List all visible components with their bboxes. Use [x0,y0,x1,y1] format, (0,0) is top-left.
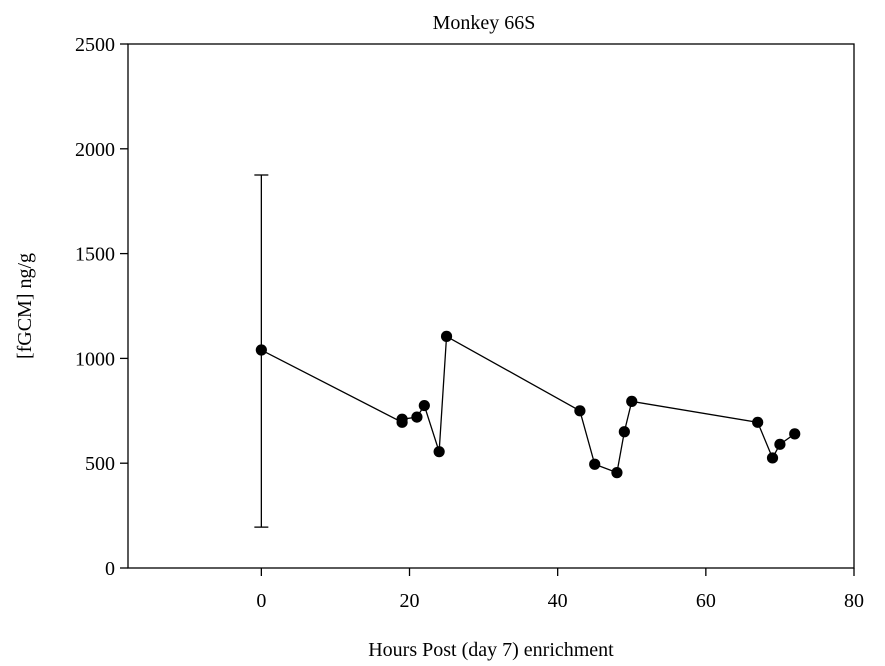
y-tick-label: 1500 [75,244,115,266]
x-tick-label: 40 [548,590,568,612]
data-point [618,426,630,438]
x-tick-label: 0 [256,590,266,612]
data-point [574,405,586,417]
data-point [774,438,786,450]
x-tick-label: 80 [844,590,864,612]
plot-frame [127,43,855,569]
y-axis: 0 500 1000 1500 2000 2500 [75,34,128,580]
x-axis-label: Hours Post (day 7) enrichment [368,639,614,661]
data-point [411,411,423,423]
y-tick-label: 2000 [75,139,115,161]
series-line [261,335,796,474]
data-point [752,416,764,428]
y-tick-label: 2500 [75,34,115,56]
data-point [418,399,430,412]
data-point [626,395,638,407]
chart-title: Monkey 66S [433,12,536,34]
data-point [433,446,445,458]
x-tick-label: 60 [696,590,716,612]
data-point [766,452,779,464]
data-points [255,330,801,479]
data-point [589,458,601,470]
y-tick-label: 500 [85,453,115,475]
x-axis: 0 20 40 60 80 [256,568,864,612]
data-point [611,467,623,479]
data-point [255,344,267,356]
y-tick-label: 0 [105,558,115,580]
data-point [789,428,801,440]
data-point [396,413,408,425]
y-axis-label: [fGCM] ng/g [14,253,36,359]
x-tick-label: 20 [400,590,420,612]
y-tick-label: 1000 [75,348,115,370]
data-point [440,330,453,342]
